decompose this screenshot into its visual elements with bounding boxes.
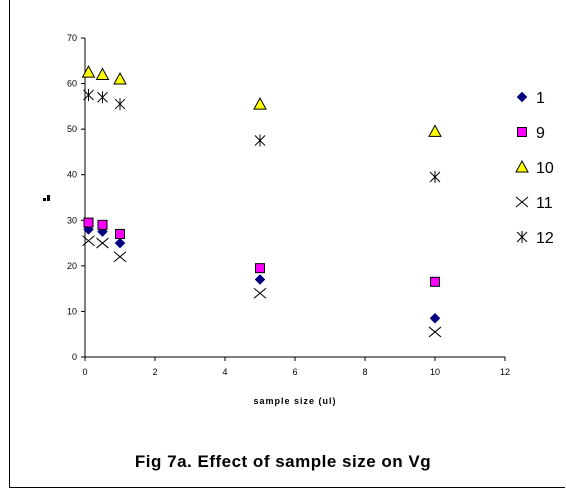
x-tick-label: 0: [82, 367, 87, 377]
data-point-series-11: [253, 287, 267, 299]
data-point-series-12: [254, 134, 266, 147]
x-tick-label: 6: [292, 367, 297, 377]
x-tick-label: 12: [500, 367, 510, 377]
y-tick-label: 10: [67, 306, 77, 316]
data-point-series-9: [255, 263, 265, 274]
scatter-chart: 0 10 20 30 40 50 60 70 0 2 4 6 8 10 12 sample size (ul)…: [43, 33, 554, 406]
y-axis-title-artifact: [47, 195, 50, 201]
x-tick-label: 4: [222, 367, 227, 377]
data-point-series-9: [115, 228, 125, 239]
y-tick-label: 0: [72, 352, 77, 362]
data-point-series-12: [114, 98, 126, 111]
y-tick-label: 20: [67, 261, 77, 271]
legend-marker-12: [516, 231, 528, 243]
x-tick-label: 8: [362, 367, 367, 377]
y-tick-label: 70: [67, 33, 77, 43]
data-point-series-10: [81, 65, 96, 78]
chart-frame: [9, 0, 565, 488]
data-point-series-10: [95, 67, 110, 80]
legend-label-10: 10: [536, 160, 554, 177]
data-point-series-1: [429, 312, 441, 324]
data-point-series-12: [83, 88, 94, 101]
data-point-series-11: [82, 235, 95, 247]
legend-label-1: 1: [536, 90, 545, 107]
data-point-series-9: [97, 219, 108, 230]
legend-label-12: 12: [536, 230, 554, 247]
y-tick-label: 30: [67, 215, 77, 225]
legend-marker-9: [517, 127, 527, 137]
y-tick-label: 50: [67, 124, 77, 134]
data-point-series-10: [253, 97, 267, 110]
y-tick-label: 60: [67, 79, 77, 89]
data-point-series-11: [428, 326, 442, 338]
data-point-series-11: [96, 237, 109, 249]
x-axis-title: sample size (ul): [253, 396, 336, 406]
legend-marker-10: [515, 159, 529, 173]
legend-marker-11: [515, 196, 529, 208]
legend-label-11: 11: [536, 195, 553, 212]
data-point-series-10: [113, 71, 127, 85]
data-point-series-9: [83, 217, 94, 228]
data-point-series-1: [254, 274, 266, 285]
data-point-series-11: [113, 251, 127, 263]
x-tick-label: 10: [430, 367, 440, 377]
data-point-series-10: [428, 124, 442, 137]
figure-caption: Fig 7a. Effect of sample size on Vg: [134, 452, 432, 471]
x-tick-label: 2: [152, 367, 157, 377]
data-point-series-1: [114, 237, 126, 249]
y-axis-title-artifact: [43, 198, 46, 201]
data-point-series-12: [97, 91, 108, 104]
data-point-series-9: [430, 276, 440, 287]
y-tick-label: 40: [67, 170, 77, 180]
data-point-series-12: [429, 170, 441, 183]
legend-marker-1: [516, 91, 528, 103]
legend-label-9: 9: [536, 125, 545, 142]
